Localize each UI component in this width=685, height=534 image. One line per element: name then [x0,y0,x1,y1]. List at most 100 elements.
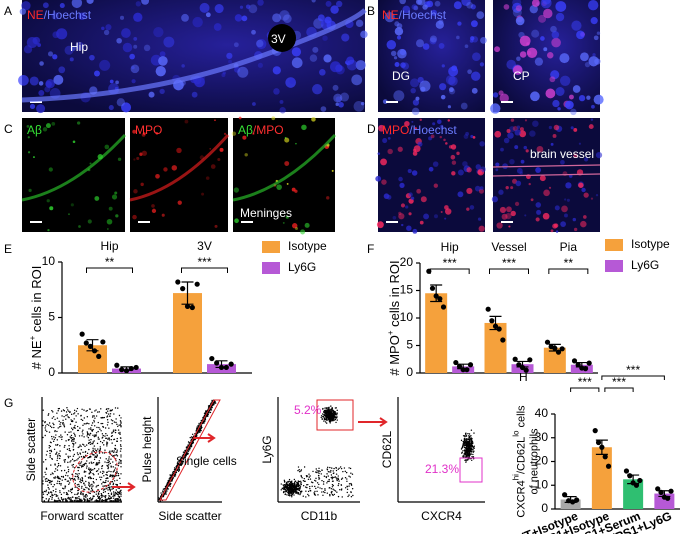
flow-event [327,480,329,483]
flow-event [113,413,115,415]
cell-speck [596,31,601,35]
data-point [218,364,225,371]
cell-speck [45,123,51,129]
flow-event [292,491,294,493]
y-tick-label: 5 [406,338,413,352]
cell-speck [205,12,211,18]
flow-event [198,424,200,426]
data-point [623,468,630,474]
flow-event [87,456,90,459]
flow-event [96,455,98,457]
flow-y-label: Side scatter [24,418,38,481]
flow-event [97,421,99,424]
flow-event [90,468,92,470]
cell-speck [460,102,468,110]
cell-speck [176,147,182,154]
flow-event [47,479,49,481]
cell-speck [457,169,464,176]
flow-event [298,469,300,471]
flow-event [336,491,338,493]
flow-event [90,456,92,458]
cell-speck [529,130,536,137]
flow-event [325,410,327,412]
flow-event [83,497,85,499]
flow-event [107,421,109,424]
flow-event [111,442,113,444]
flow-event [109,410,111,412]
flow-event [332,472,335,475]
flow-event [85,486,87,488]
cell-speck [570,126,574,130]
y-label-part: cells [515,405,527,431]
cell-speck [512,65,523,75]
flow-event [85,480,87,483]
cell-speck [19,8,27,15]
flow-event [58,426,61,428]
flow-event [74,479,76,481]
flow-event [74,493,76,496]
flow-event [287,491,290,493]
cell-speck [44,86,51,93]
flow-event [330,420,332,423]
flow-event [95,470,98,473]
flow-event [320,473,322,475]
flow-event [309,478,312,480]
image-label: MPO [135,123,162,137]
cell-speck [496,222,503,229]
flow-event [94,448,96,450]
flow-event [81,435,83,437]
flow-event [324,491,326,494]
flow-event [120,493,122,496]
cell-speck [439,124,444,129]
flow-event [56,482,58,485]
cell-speck [410,196,415,200]
flow-event [305,490,307,492]
flow-event [59,478,61,480]
flow-event [74,482,76,485]
flow-event [336,416,338,418]
cell-speck [94,196,100,201]
cell-speck [257,0,264,6]
cell-speck [552,134,557,138]
cell-speck [578,142,582,145]
flow-event [112,482,115,485]
significance-label: *** [612,375,626,389]
panel-letter: D [367,122,376,136]
flow-event [117,429,120,431]
flow-event [104,449,106,451]
flow-event [205,411,207,413]
flow-event [332,410,334,413]
flow-event [465,460,467,462]
flow-event [326,419,328,422]
flow-event [298,487,300,489]
cell-speck [570,108,577,116]
flow-event [169,485,171,488]
cell-speck [411,4,418,10]
flow-event [68,477,71,479]
flow-event [109,415,111,417]
flow-event [83,409,85,411]
flow-event [120,445,122,448]
flow-event [330,419,332,421]
flow-event [58,499,60,501]
flow-event [56,455,59,457]
flow-event [464,452,466,455]
cell-speck [569,94,574,100]
flow-event [71,500,74,502]
cell-speck [238,116,242,120]
ventricle [268,24,296,52]
flow-event [209,411,212,414]
flow-event [67,455,69,458]
flow-event [344,477,347,479]
cell-speck [323,54,332,63]
flow-event [285,490,288,493]
flow-event [73,437,75,440]
flow-event [59,445,61,447]
flow-event [112,455,114,458]
cell-speck [576,30,585,40]
flow-event [86,495,88,497]
cell-speck [47,51,54,57]
flow-event [119,450,122,452]
cell-speck [448,76,458,86]
cell-speck [499,93,509,103]
